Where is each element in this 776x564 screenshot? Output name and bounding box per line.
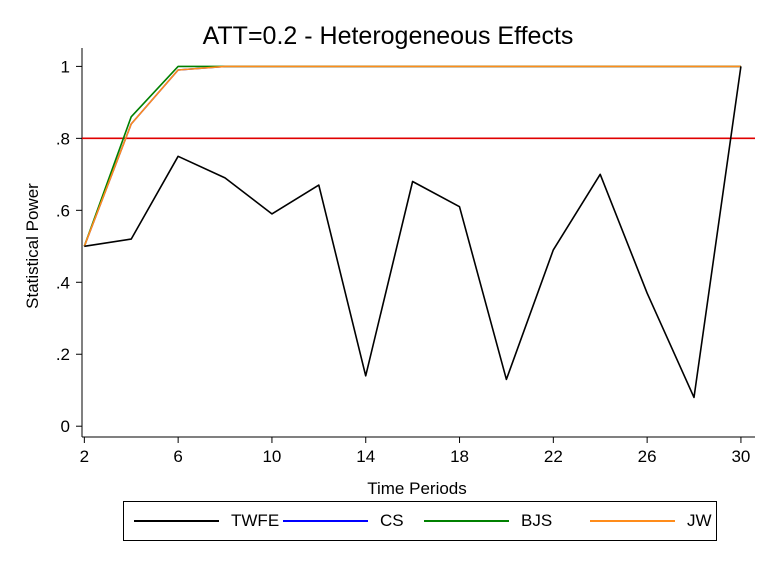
legend-item-jw: JW: [590, 502, 712, 540]
chart-title: ATT=0.2 - Heterogeneous Effects: [202, 22, 574, 50]
legend: TWFE CS BJS JW: [123, 501, 717, 541]
legend-label-bjs: BJS: [521, 511, 553, 530]
x-tick-label: 2: [80, 447, 89, 466]
x-tick-label: 18: [450, 447, 469, 466]
y-tick-label: .4: [56, 273, 70, 292]
x-tick-label: 6: [173, 447, 182, 466]
y-tick-label: 1: [61, 57, 70, 76]
legend-item-twfe: TWFE: [134, 502, 279, 540]
y-tick-label: .6: [56, 201, 70, 220]
legend-label-cs: CS: [380, 511, 404, 530]
y-tick-label: .8: [56, 129, 70, 148]
legend-swatch-bjs: [424, 520, 509, 522]
series-line-twfe: [84, 66, 742, 399]
axes: 0.2.4.6.812 6 10 14 18 22 26 30: [56, 48, 755, 466]
y-tick-label: 0: [61, 417, 70, 436]
x-tick-label: 10: [262, 447, 281, 466]
legend-swatch-cs: [283, 520, 368, 522]
legend-swatch-jw: [590, 520, 675, 522]
legend-item-bjs: BJS: [424, 502, 552, 540]
series-line-jw: [83, 65, 741, 247]
series-line-cs: [83, 65, 741, 247]
legend-label-jw: JW: [687, 511, 712, 530]
x-tick-label: 30: [731, 447, 750, 466]
legend-swatch-twfe: [134, 520, 219, 522]
y-axis-title: Statistical Power: [23, 183, 42, 309]
x-tick-label: 26: [638, 447, 657, 466]
x-axis-title: Time Periods: [367, 479, 467, 498]
series-line-bjs: [83, 65, 741, 247]
legend-label-twfe: TWFE: [231, 511, 280, 530]
x-tick-label: 14: [356, 447, 375, 466]
legend-item-cs: CS: [283, 502, 404, 540]
y-tick-label: .2: [56, 345, 70, 364]
series-layer: [83, 65, 742, 399]
x-tick-label: 22: [544, 447, 563, 466]
